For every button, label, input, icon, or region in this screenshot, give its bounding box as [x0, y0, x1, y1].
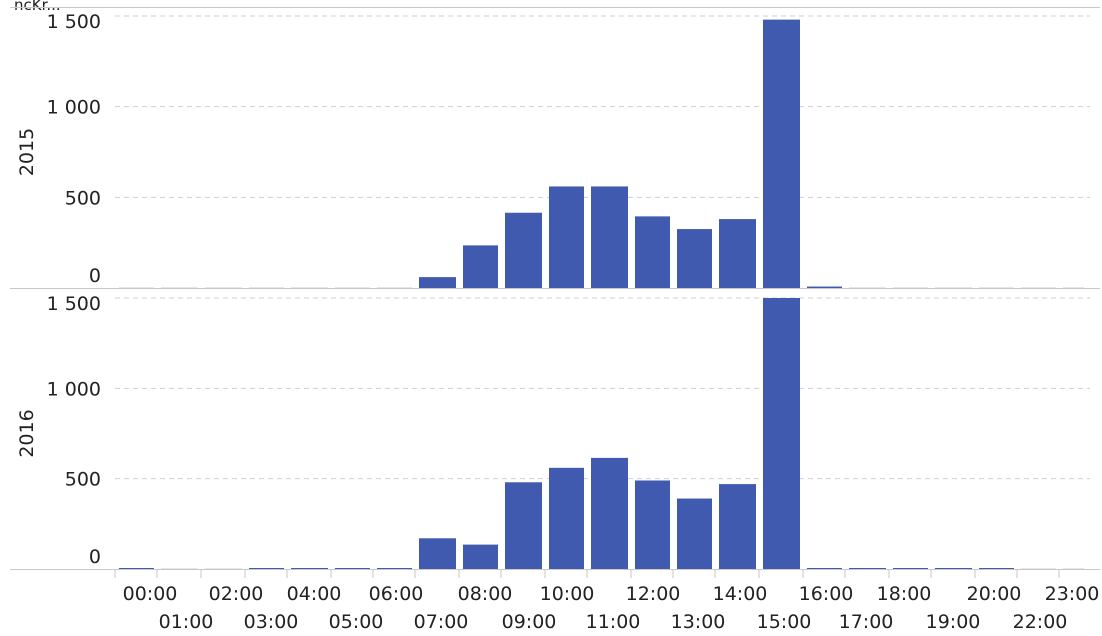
x-tick-label: 14:00 — [713, 583, 768, 605]
bar-empty — [849, 287, 886, 288]
bar-empty — [979, 287, 1014, 288]
y-tick-label: 0 — [89, 546, 101, 568]
bar-empty — [205, 287, 242, 288]
bar — [893, 568, 928, 569]
x-tick-label: 04:00 — [287, 583, 342, 605]
bar — [291, 568, 328, 569]
x-tick-label: 01:00 — [159, 611, 214, 633]
bar — [807, 568, 842, 569]
bar — [935, 568, 972, 569]
y-tick-label: 0 — [89, 265, 101, 287]
y-tick-label: 1 000 — [47, 97, 101, 119]
bar — [677, 498, 712, 569]
bar — [763, 298, 800, 569]
x-tick-label: 20:00 — [967, 583, 1022, 605]
bar-empty — [249, 287, 284, 288]
bar — [419, 538, 456, 569]
bar — [549, 186, 584, 288]
y-tick-label: 500 — [65, 187, 101, 209]
x-tick-label: 10:00 — [540, 583, 595, 605]
x-tick-label: 05:00 — [329, 611, 384, 633]
x-tick-label: 17:00 — [839, 611, 894, 633]
x-tick-label: 22:00 — [1013, 611, 1068, 633]
x-tick-label: 16:00 — [799, 583, 854, 605]
bar — [979, 568, 1014, 569]
x-tick-label: 23:00 — [1045, 583, 1100, 605]
bar-empty — [119, 287, 154, 288]
x-tick-label: 12:00 — [626, 583, 681, 605]
bar — [635, 480, 670, 569]
x-tick-label: 00:00 — [123, 583, 178, 605]
bar-empty — [893, 287, 928, 288]
y-tick-label: 1 000 — [47, 378, 101, 400]
bar — [549, 467, 584, 569]
bar-empty — [1021, 287, 1056, 288]
bar — [677, 229, 712, 288]
x-tick-label: 06:00 — [369, 583, 424, 605]
x-tick-label: 09:00 — [502, 611, 557, 633]
bar — [419, 277, 456, 288]
x-tick-label: 07:00 — [414, 611, 469, 633]
bar — [591, 186, 628, 288]
bar-empty — [935, 287, 972, 288]
bar — [719, 219, 756, 288]
bar — [505, 212, 542, 288]
bar — [377, 568, 412, 569]
bar-empty — [161, 287, 198, 288]
bar-empty — [335, 287, 370, 288]
bar-empty — [161, 568, 198, 569]
bar — [719, 484, 756, 569]
x-tick-label: 02:00 — [209, 583, 264, 605]
plot-area: 0 500 1 000 1 500 2015 0 500 1 000 1 500 2016 00:0… — [10, 7, 1100, 633]
x-tick-label: 19:00 — [926, 611, 981, 633]
bar-empty — [1021, 568, 1056, 569]
x-tick-label: 18:00 — [877, 583, 932, 605]
bar-empty — [205, 568, 242, 569]
y-tick-label: 500 — [65, 469, 101, 491]
y-axis-title: 2016 — [16, 409, 38, 457]
x-tick-label: 15:00 — [757, 611, 812, 633]
bar — [763, 19, 800, 288]
bar — [463, 245, 498, 288]
bar — [807, 286, 842, 288]
bar — [591, 457, 628, 569]
bar-empty — [1063, 287, 1084, 288]
x-tick-label: 03:00 — [244, 611, 299, 633]
x-tick-label: 13:00 — [671, 611, 726, 633]
bar — [635, 216, 670, 288]
bar — [505, 482, 542, 569]
y-tick-label: 1 500 — [47, 293, 101, 315]
bar-empty — [377, 287, 412, 288]
bar-empty — [1063, 568, 1084, 569]
bar — [249, 568, 284, 569]
bar-empty — [291, 287, 328, 288]
bar — [119, 568, 154, 569]
bar — [335, 568, 370, 569]
y-tick-label: 1 500 — [47, 11, 101, 33]
bar — [849, 568, 886, 569]
x-tick-label: 08:00 — [458, 583, 513, 605]
y-axis-title: 2015 — [16, 128, 38, 176]
x-tick-label: 11:00 — [586, 611, 641, 633]
bar — [463, 544, 498, 569]
